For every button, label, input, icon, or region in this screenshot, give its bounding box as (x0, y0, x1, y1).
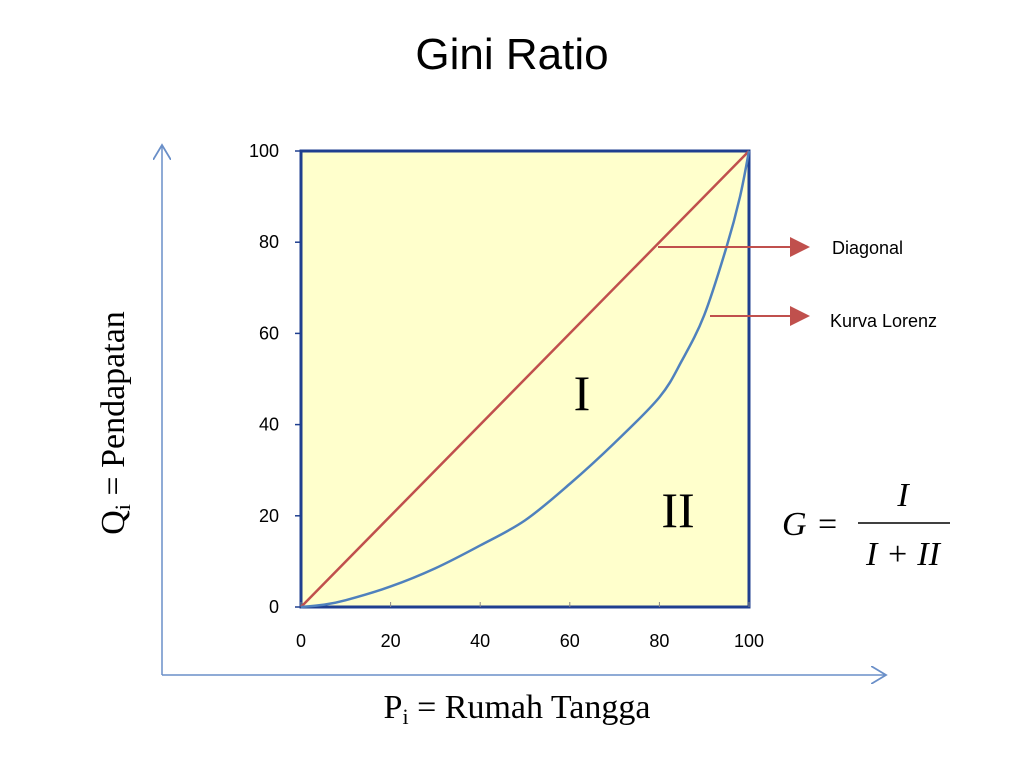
y-tick-label: 0 (269, 597, 279, 617)
x-axis-title-sub: i (402, 704, 408, 729)
formula-denominator: I + II (865, 536, 942, 573)
diagonal-line (300, 150, 750, 608)
chart-title: Gini Ratio (415, 30, 609, 79)
x-axis-title-rest: = Rumah Tangga (409, 689, 651, 726)
diagonal-annotation: Diagonal (832, 238, 903, 258)
y-tick-label: 60 (259, 323, 279, 343)
formula-numerator: I (896, 477, 910, 514)
region-label-i: I (574, 365, 591, 421)
x-axis-title: Pi = Rumah Tangga (384, 689, 651, 729)
x-tick-label: 80 (649, 631, 669, 651)
x-tick-label: 0 (296, 631, 306, 651)
ticks-layer: 0 20 40 60 80 100 0 20 40 60 80 100 (249, 141, 764, 651)
lorenz-annotation: Kurva Lorenz (830, 311, 937, 331)
lorenz-curve (300, 150, 751, 609)
y-tick-label: 20 (259, 506, 279, 526)
series-layer (300, 150, 751, 609)
region-label-ii: II (661, 482, 694, 538)
y-axis-title-sub: i (110, 504, 135, 510)
x-tick-label: 20 (381, 631, 401, 651)
formula-lhs: G (782, 506, 807, 543)
y-axis-title-main: Q (95, 510, 132, 535)
formula-eq: = (818, 506, 837, 543)
y-tick-label: 100 (249, 141, 279, 161)
x-tick-label: 60 (560, 631, 580, 651)
x-axis-title-main: P (384, 689, 403, 726)
y-axis-title-rest: = Pendapatan (95, 311, 132, 504)
y-axis-title: Qi = Pendapatan (95, 311, 135, 535)
x-tick-label: 100 (734, 631, 764, 651)
y-tick-label: 80 (259, 232, 279, 252)
y-tick-label: 40 (259, 415, 279, 435)
x-tick-label: 40 (470, 631, 490, 651)
